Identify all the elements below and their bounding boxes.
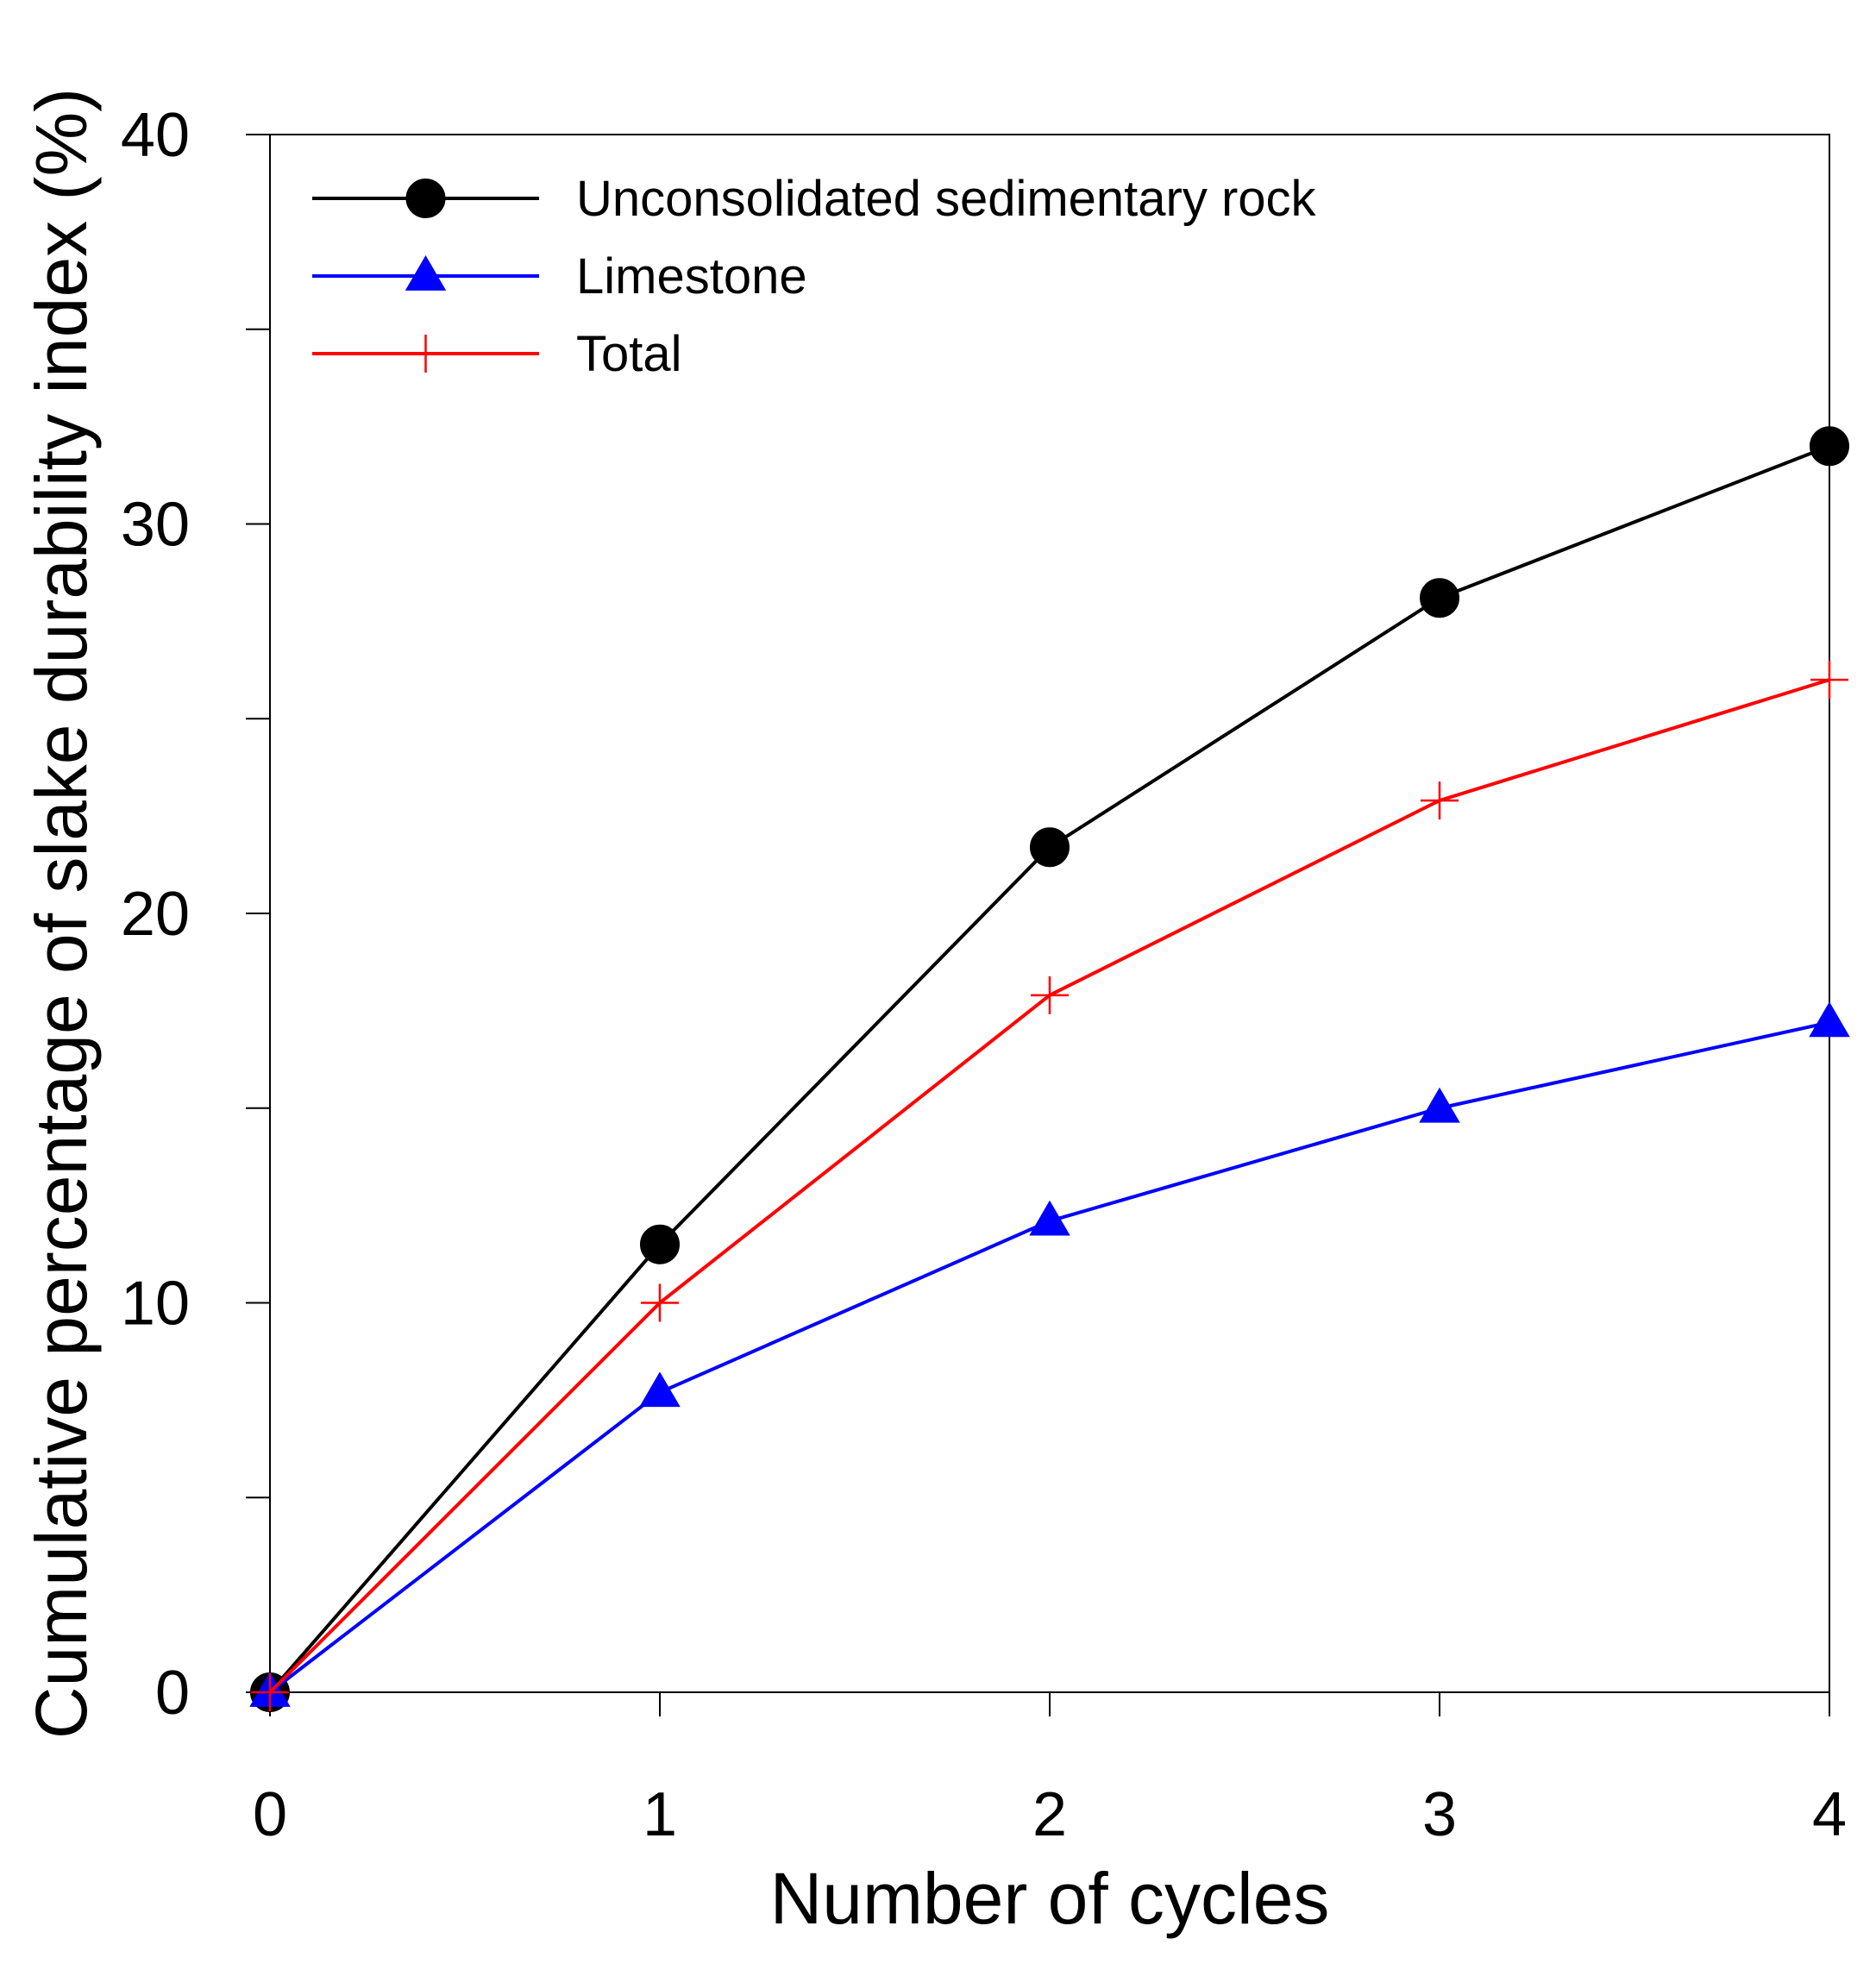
x-axis: 0 1 2 3 4 [253,1692,1847,1849]
data-point [1030,827,1070,868]
legend-label: Total [576,326,682,382]
x-tick-label: 2 [1032,1780,1067,1849]
data-point [639,1371,681,1408]
legend-marker [405,255,447,291]
x-tick-label: 4 [1812,1780,1847,1849]
series-line [268,1020,1830,1694]
legend-label: Unconsolidated sedimentary rock [576,171,1317,227]
x-tick-label: 3 [1422,1780,1457,1849]
data-point [1420,578,1459,618]
data-point [251,1673,289,1711]
x-tick-label: 1 [643,1780,677,1849]
data-point [1419,1087,1460,1123]
series-1 [249,1001,1850,1707]
data-point [640,1224,680,1264]
data-point [1029,1200,1070,1236]
y-axis-title: Cumulative percentage of slake durabilit… [21,88,102,1739]
legend-item: Limestone [312,248,807,304]
series-line [268,444,1830,1694]
y-tick-label: 40 [121,101,190,170]
y-tick-label: 10 [121,1270,190,1339]
data-point [1809,1001,1850,1038]
legend-marker [405,179,446,218]
y-tick-label: 30 [121,491,190,560]
data-point [1421,781,1459,820]
legend-label: Limestone [576,248,807,304]
data-point [1031,976,1069,1014]
y-axis: 0 10 20 30 40 [121,101,270,1728]
legend-item: Unconsolidated sedimentary rock [312,171,1317,227]
data-point [1810,426,1849,467]
series-2 [251,661,1848,1711]
data-point [1810,661,1848,700]
data-point [641,1283,679,1322]
x-axis-title: Number of cycles [770,1858,1330,1939]
y-tick-label: 0 [155,1659,190,1728]
legend-marker [406,335,445,373]
y-tick-label: 20 [121,880,190,949]
legend-item: Total [312,326,682,382]
legend: Unconsolidated sedimentary rock Limestone… [312,171,1317,382]
x-tick-label: 0 [253,1780,287,1849]
series-layer [249,426,1850,1712]
